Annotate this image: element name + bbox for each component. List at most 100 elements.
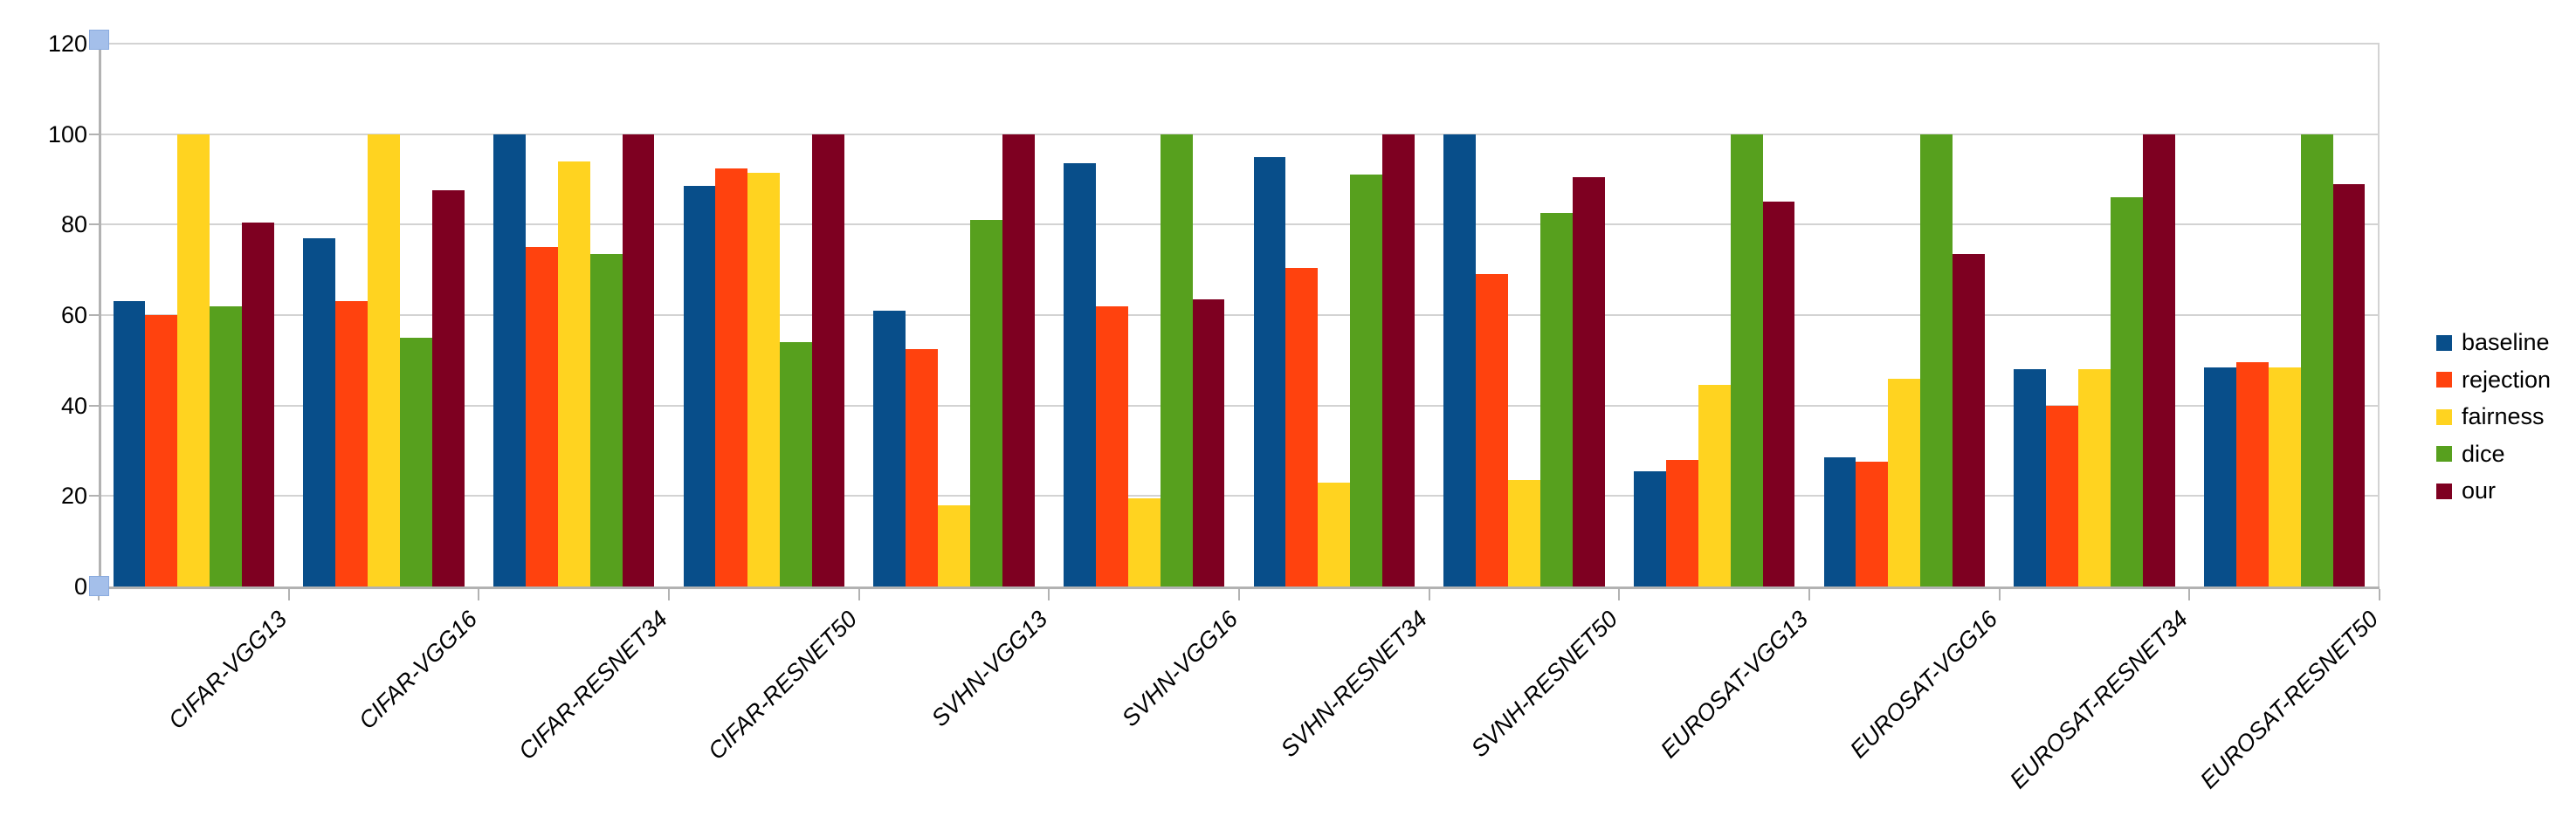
legend-item-our[interactable]: our: [2436, 477, 2496, 504]
bar-rejection-eurosat-vgg16[interactable]: [1856, 462, 1889, 586]
bar-rejection-eurosat-vgg13[interactable]: [1665, 459, 1698, 586]
bar-baseline-eurosat-resnet34[interactable]: [2014, 369, 2047, 586]
bar-baseline-eurosat-vgg16[interactable]: [1823, 457, 1856, 586]
gridline-y-80: [99, 223, 2380, 226]
bar-fairness-eurosat-vgg13[interactable]: [1698, 385, 1731, 586]
y-tick-label: 60: [60, 302, 87, 328]
bar-rejection-cifar-resnet50[interactable]: [715, 168, 748, 586]
category-label-eurosat-resnet50: EUROSAT-RESNET50: [2194, 606, 2383, 794]
bar-dice-eurosat-resnet50[interactable]: [2300, 134, 2333, 586]
bar-baseline-cifar-vgg13[interactable]: [113, 301, 146, 586]
bar-fairness-eurosat-resnet34[interactable]: [2078, 369, 2111, 586]
bar-fairness-cifar-vgg13[interactable]: [177, 134, 210, 586]
bar-rejection-eurosat-resnet50[interactable]: [2235, 362, 2269, 586]
bar-our-svnh-resnet50[interactable]: [1572, 176, 1605, 586]
bar-fairness-cifar-resnet34[interactable]: [557, 161, 590, 586]
bar-fairness-eurosat-resnet50[interactable]: [2268, 367, 2301, 586]
category-label-svhn-resnet34: SVHN-RESNET34: [1276, 606, 1433, 763]
legend-color-swatch-baseline: [2436, 334, 2452, 351]
legend-item-rejection[interactable]: rejection: [2436, 367, 2551, 394]
bar-fairness-svhn-vgg16[interactable]: [1127, 497, 1161, 586]
bar-our-cifar-vgg16[interactable]: [431, 190, 465, 586]
bar-baseline-cifar-resnet34[interactable]: [492, 134, 526, 586]
bar-baseline-eurosat-resnet50[interactable]: [2203, 367, 2236, 586]
bar-fairness-svnh-resnet50[interactable]: [1508, 480, 1540, 586]
bar-dice-svhn-resnet34[interactable]: [1350, 175, 1383, 586]
axis-selection-handle-bottom[interactable]: [89, 576, 109, 596]
bar-dice-svnh-resnet50[interactable]: [1539, 213, 1573, 586]
bar-dice-cifar-vgg13[interactable]: [210, 305, 243, 586]
bar-our-cifar-vgg13[interactable]: [242, 222, 275, 586]
bar-baseline-svhn-resnet34[interactable]: [1253, 156, 1286, 586]
bar-rejection-svhn-resnet34[interactable]: [1285, 267, 1319, 586]
bar-fairness-eurosat-vgg16[interactable]: [1888, 378, 1921, 586]
plot-right-border: [2378, 44, 2380, 586]
bar-fairness-svhn-resnet34[interactable]: [1318, 482, 1351, 586]
category-label-eurosat-resnet34: EUROSAT-RESNET34: [2004, 606, 2194, 794]
gridline-y-100: [99, 133, 2380, 135]
bar-our-svhn-resnet34[interactable]: [1382, 134, 1415, 586]
x-axis-line: [89, 586, 2380, 589]
bar-our-cifar-resnet34[interactable]: [622, 134, 655, 586]
axis-selection-handle-top[interactable]: [89, 30, 109, 50]
bar-dice-svhn-vgg16[interactable]: [1160, 134, 1193, 586]
x-axis-tick: [1808, 589, 1810, 600]
y-tick-label: 100: [47, 120, 87, 147]
x-axis-tick: [2188, 589, 2191, 600]
bar-dice-cifar-resnet34[interactable]: [589, 254, 623, 586]
bar-rejection-cifar-resnet34[interactable]: [525, 247, 558, 586]
bar-our-eurosat-resnet50[interactable]: [2332, 183, 2366, 586]
y-tick-label: 0: [73, 573, 87, 600]
bar-dice-eurosat-vgg16[interactable]: [1920, 134, 1953, 586]
gridline-y-60: [99, 314, 2380, 316]
bar-baseline-svnh-resnet50[interactable]: [1443, 134, 1477, 586]
bar-dice-cifar-vgg16[interactable]: [399, 337, 432, 586]
bar-rejection-cifar-vgg16[interactable]: [335, 301, 368, 586]
bar-baseline-eurosat-vgg13[interactable]: [1633, 470, 1666, 586]
legend-label-rejection: rejection: [2462, 366, 2552, 393]
bar-dice-eurosat-resnet34[interactable]: [2110, 197, 2143, 586]
bar-baseline-cifar-vgg16[interactable]: [303, 237, 336, 586]
gridline-y-20: [99, 495, 2380, 497]
bar-baseline-cifar-resnet50[interactable]: [683, 186, 716, 586]
y-tick-label: 80: [60, 211, 87, 238]
category-label-svhn-vgg13: SVHN-VGG13: [926, 606, 1053, 732]
bar-our-eurosat-vgg16[interactable]: [1953, 254, 1986, 586]
x-axis-tick: [1428, 589, 1430, 600]
bar-baseline-svhn-vgg13[interactable]: [873, 310, 906, 586]
bar-fairness-cifar-resnet50[interactable]: [747, 172, 781, 586]
legend-color-swatch-dice: [2436, 446, 2452, 462]
bar-dice-svhn-vgg13[interactable]: [969, 220, 1002, 586]
bar-baseline-svhn-vgg16[interactable]: [1063, 163, 1096, 586]
bar-fairness-svhn-vgg13[interactable]: [938, 504, 970, 586]
y-tick-label: 40: [60, 392, 87, 419]
category-label-svhn-vgg16: SVHN-VGG16: [1116, 606, 1243, 732]
bar-rejection-svhn-vgg16[interactable]: [1095, 305, 1128, 586]
bar-rejection-svhn-vgg13[interactable]: [906, 348, 939, 586]
legend-item-baseline[interactable]: baseline: [2436, 329, 2550, 356]
bar-our-eurosat-vgg13[interactable]: [1762, 202, 1795, 586]
bar-rejection-cifar-vgg13[interactable]: [145, 315, 178, 586]
bar-fairness-cifar-vgg16[interactable]: [368, 134, 400, 586]
y-tick-label: 120: [47, 31, 87, 57]
category-label-eurosat-vgg16: EUROSAT-VGG16: [1845, 606, 2003, 764]
y-axis-line: [99, 35, 101, 589]
legend-color-swatch-our: [2436, 483, 2452, 499]
bar-our-svhn-vgg16[interactable]: [1192, 298, 1225, 586]
bar-our-cifar-resnet50[interactable]: [812, 134, 845, 586]
x-axis-tick: [2379, 589, 2380, 600]
legend-item-fairness[interactable]: fairness: [2436, 403, 2545, 430]
legend-item-dice[interactable]: dice: [2436, 441, 2505, 468]
x-axis-tick: [1618, 589, 1621, 600]
x-axis-tick: [858, 589, 860, 600]
bar-rejection-eurosat-resnet34[interactable]: [2046, 405, 2079, 586]
bar-dice-eurosat-vgg13[interactable]: [1730, 134, 1763, 586]
bar-rejection-svnh-resnet50[interactable]: [1476, 274, 1509, 586]
bar-our-svhn-vgg13[interactable]: [1002, 134, 1035, 586]
bar-dice-cifar-resnet50[interactable]: [780, 342, 813, 586]
x-axis-tick: [1048, 589, 1050, 600]
bar-our-eurosat-resnet34[interactable]: [2142, 134, 2175, 586]
x-axis-tick: [1998, 589, 2001, 600]
